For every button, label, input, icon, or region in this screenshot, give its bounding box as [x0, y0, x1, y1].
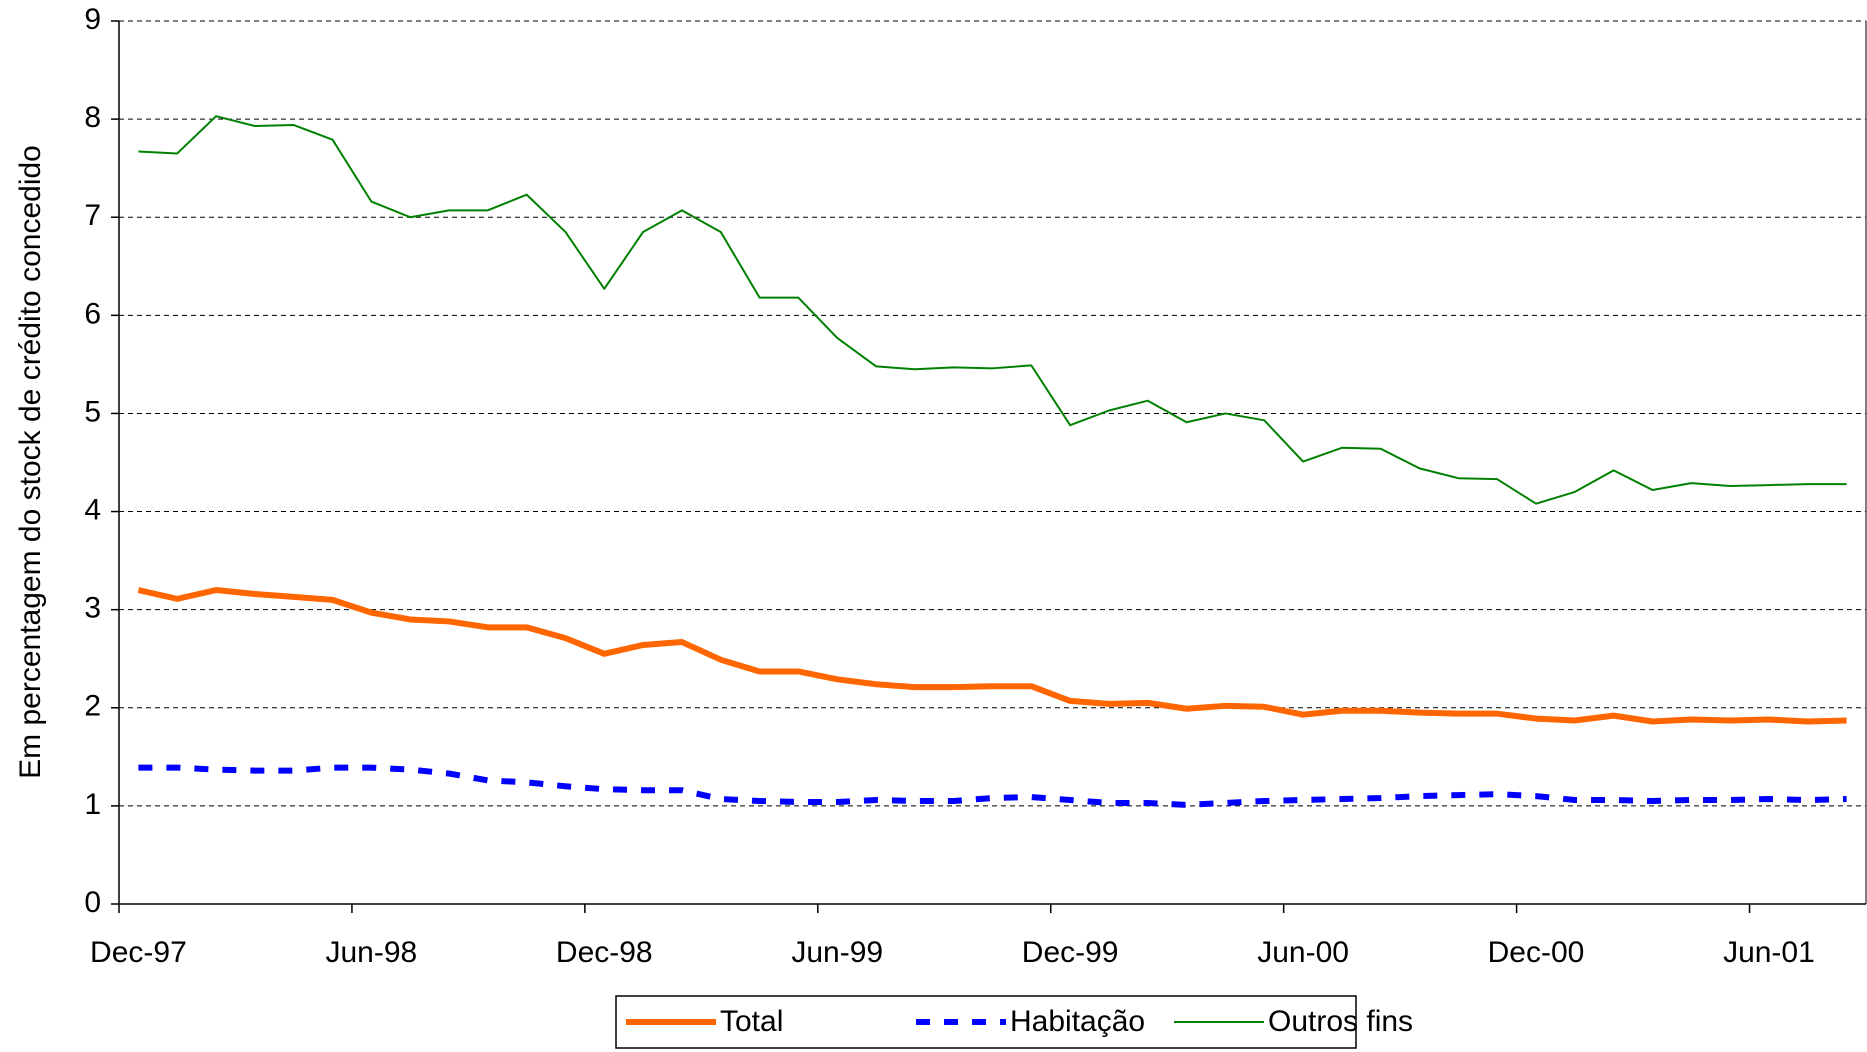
x-tick-label: Dec-99: [1022, 936, 1119, 969]
x-tick-label: Jun-01: [1723, 936, 1815, 969]
y-tick-label: 4: [84, 493, 101, 526]
x-tick-label: Dec-97: [90, 936, 187, 969]
y-tick-label: 1: [84, 788, 101, 821]
legend-label: Total: [720, 1005, 783, 1038]
line-series: [138, 764, 1847, 808]
line-series: [138, 115, 1847, 505]
y-tick-label: 5: [84, 395, 101, 428]
y-tick-label: 3: [84, 592, 101, 625]
x-tick-label: Dec-98: [556, 936, 653, 969]
y-axis-label: Em percentagem do stock de crédito conce…: [14, 145, 47, 779]
y-tick-label: 2: [84, 690, 101, 723]
legend-label: Habitação: [1010, 1005, 1145, 1038]
y-tick-label: 8: [84, 101, 101, 134]
y-tick-label: 9: [84, 3, 101, 36]
line-series: [137, 587, 1847, 725]
y-tick-label: 7: [84, 199, 101, 232]
x-tick-label: Dec-00: [1488, 936, 1585, 969]
x-tick-label: Jun-00: [1257, 936, 1349, 969]
y-tick-label: 0: [84, 886, 101, 919]
legend-label: Outros fins: [1268, 1005, 1413, 1038]
x-tick-label: Jun-99: [791, 936, 883, 969]
y-tick-label: 6: [84, 297, 101, 330]
x-tick-label: Jun-98: [325, 936, 417, 969]
